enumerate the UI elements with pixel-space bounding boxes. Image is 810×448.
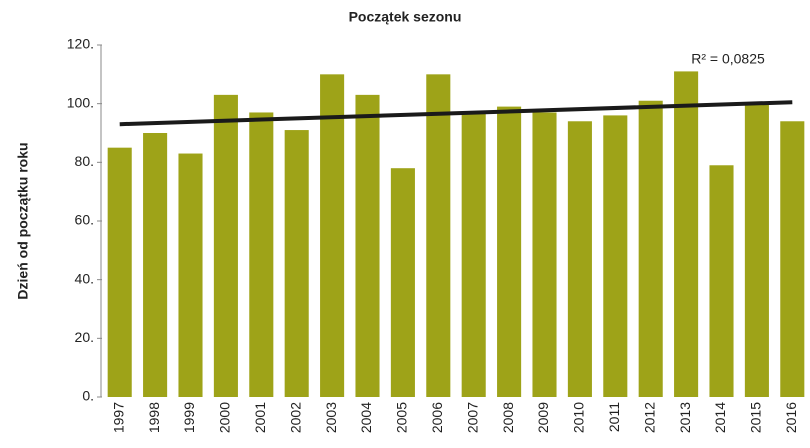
x-tick-label: 2014 bbox=[712, 402, 728, 433]
bar bbox=[638, 100, 663, 397]
x-tick-label: 2002 bbox=[287, 402, 303, 433]
bar bbox=[709, 165, 734, 397]
bar bbox=[249, 112, 274, 397]
bar bbox=[780, 121, 805, 398]
x-tick-label: 2009 bbox=[535, 402, 551, 433]
x-tick-label: 1997 bbox=[110, 402, 126, 433]
bar bbox=[320, 74, 345, 397]
bar bbox=[143, 133, 168, 397]
bar bbox=[107, 147, 132, 397]
x-tick-label: 2012 bbox=[641, 402, 657, 433]
bar bbox=[390, 168, 415, 397]
bar bbox=[178, 153, 203, 397]
annotation: R² = 0,0825 bbox=[691, 51, 765, 67]
x-tick-label: 2000 bbox=[217, 402, 233, 433]
x-tick-label: 2004 bbox=[358, 402, 374, 433]
x-tick-label: 2005 bbox=[394, 402, 410, 433]
bar bbox=[461, 112, 486, 397]
x-tick-label: 1998 bbox=[146, 402, 162, 433]
bar bbox=[284, 130, 309, 398]
x-tick-label: 2001 bbox=[252, 402, 268, 433]
x-tick-label: 2011 bbox=[606, 402, 622, 432]
x-tick-label: 2013 bbox=[677, 402, 693, 433]
x-tick-label: 2015 bbox=[748, 402, 764, 433]
y-tick-label: 100. bbox=[67, 94, 94, 110]
y-tick-label: 0. bbox=[82, 388, 94, 404]
bar bbox=[674, 71, 699, 398]
y-tick-label: 80. bbox=[75, 153, 94, 169]
x-tick-label: 2016 bbox=[783, 402, 799, 433]
trend-line bbox=[119, 100, 793, 127]
bar bbox=[426, 74, 451, 397]
bar bbox=[744, 103, 769, 398]
y-tick-label: 20. bbox=[75, 329, 94, 345]
x-tick-label: 2010 bbox=[571, 402, 587, 433]
x-tick-label: 2008 bbox=[500, 402, 516, 433]
bar bbox=[532, 112, 557, 397]
x-tick-label: 2003 bbox=[323, 402, 339, 433]
bar bbox=[355, 94, 380, 397]
bar bbox=[213, 94, 238, 397]
bar bbox=[497, 106, 522, 397]
y-tick-label: 40. bbox=[75, 270, 94, 286]
bar bbox=[567, 121, 592, 398]
y-axis-label: Dzień od początku roku bbox=[15, 142, 31, 299]
y-tick-label: 120. bbox=[67, 36, 94, 52]
x-tick-label: 2007 bbox=[464, 402, 480, 433]
y-tick-label: 60. bbox=[75, 212, 94, 228]
x-tick-label: 2006 bbox=[429, 402, 445, 433]
x-tick-label: 1999 bbox=[181, 402, 197, 433]
bar bbox=[603, 115, 628, 398]
chart-title: Początek sezonu bbox=[349, 9, 462, 25]
